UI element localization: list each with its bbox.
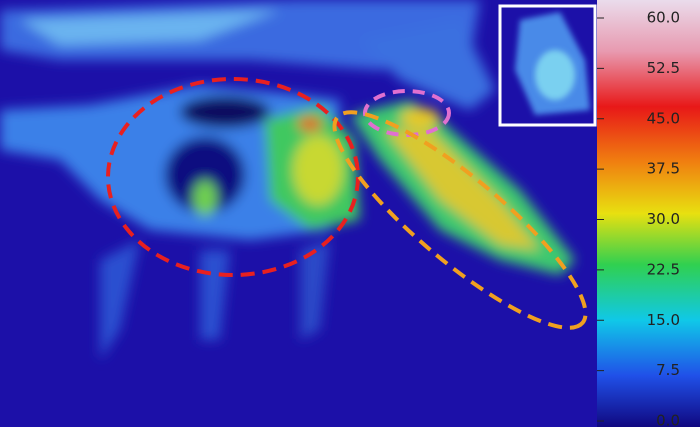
thermal-image: [0, 0, 610, 427]
inset: [500, 6, 595, 125]
colorbar-tick-label: 0.0: [656, 412, 680, 427]
colorbar-tick-label: 52.5: [647, 59, 680, 77]
colorbar: 60.0 52.5 45.0 37.5 30.0 22.5 15.0 7.5 0.0: [597, 0, 700, 427]
colorbar-tick-label: 45.0: [647, 109, 680, 127]
colorbar-tick-label: 60.0: [647, 9, 680, 27]
colorbar-tick-label: 30.0: [647, 210, 680, 228]
colorbar-tick-label: 22.5: [647, 260, 680, 278]
page: 60.052.545.037.530.022.515.07.50.0 (() =…: [0, 0, 700, 427]
thermal-figure: 60.0 52.5 45.0 37.5 30.0 22.5 15.0 7.5 0.0: [0, 0, 700, 427]
colorbar-tick-label: 37.5: [647, 160, 680, 178]
colorbar-tick-label: 7.5: [656, 361, 680, 379]
colorbar-tick-label: 15.0: [647, 311, 680, 329]
